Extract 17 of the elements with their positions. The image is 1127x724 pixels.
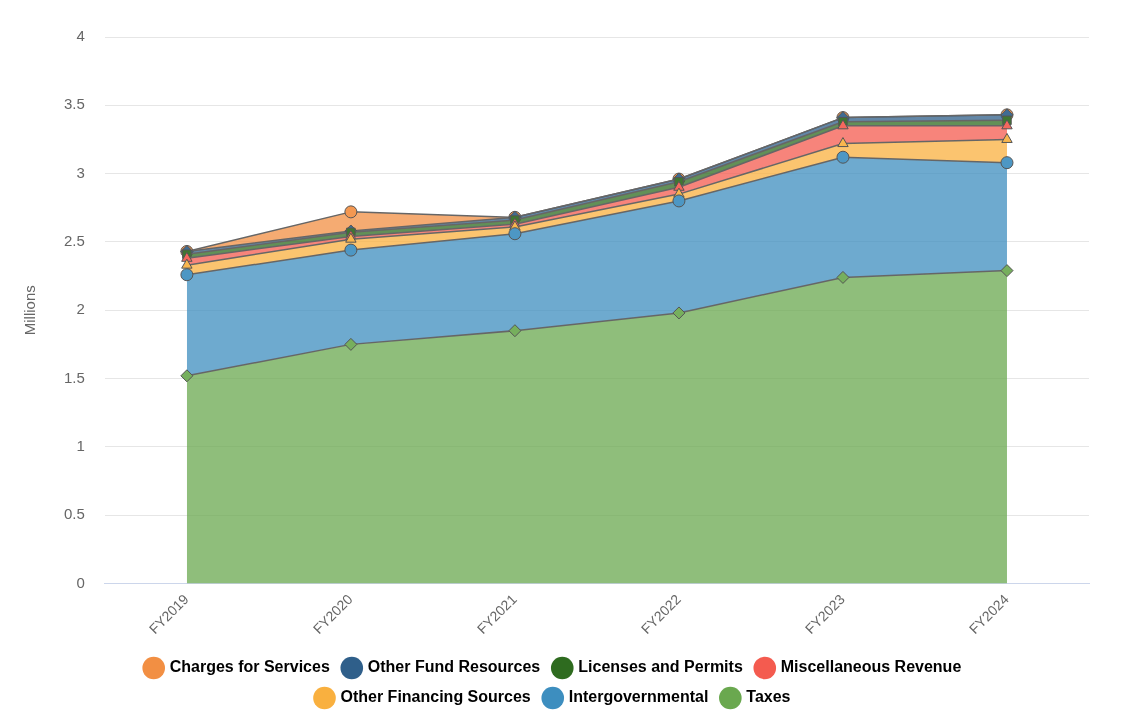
legend-label: Miscellaneous Revenue xyxy=(780,658,962,676)
legend-label: Other Fund Resources xyxy=(367,658,541,676)
y-tick-label: 2 xyxy=(76,300,85,318)
y-axis-title: Millions xyxy=(21,285,39,336)
legend-label: Intergovernmental xyxy=(568,688,709,706)
legend-label: Other Financing Sources xyxy=(340,688,531,706)
legend-label: Taxes xyxy=(746,688,791,706)
legend-label: Charges for Services xyxy=(169,658,330,676)
y-tick-label: 0 xyxy=(76,573,85,591)
y-tick-label: 0.5 xyxy=(63,505,85,523)
y-tick-label: 1 xyxy=(76,436,85,454)
y-tick-label: 2.5 xyxy=(63,232,85,250)
y-tick-label: 4 xyxy=(76,27,85,45)
y-tick-label: 3 xyxy=(76,163,85,181)
y-tick-label: 3.5 xyxy=(63,95,85,113)
y-tick-label: 1.5 xyxy=(63,368,85,386)
legend-label: Licenses and Permits xyxy=(578,658,743,676)
